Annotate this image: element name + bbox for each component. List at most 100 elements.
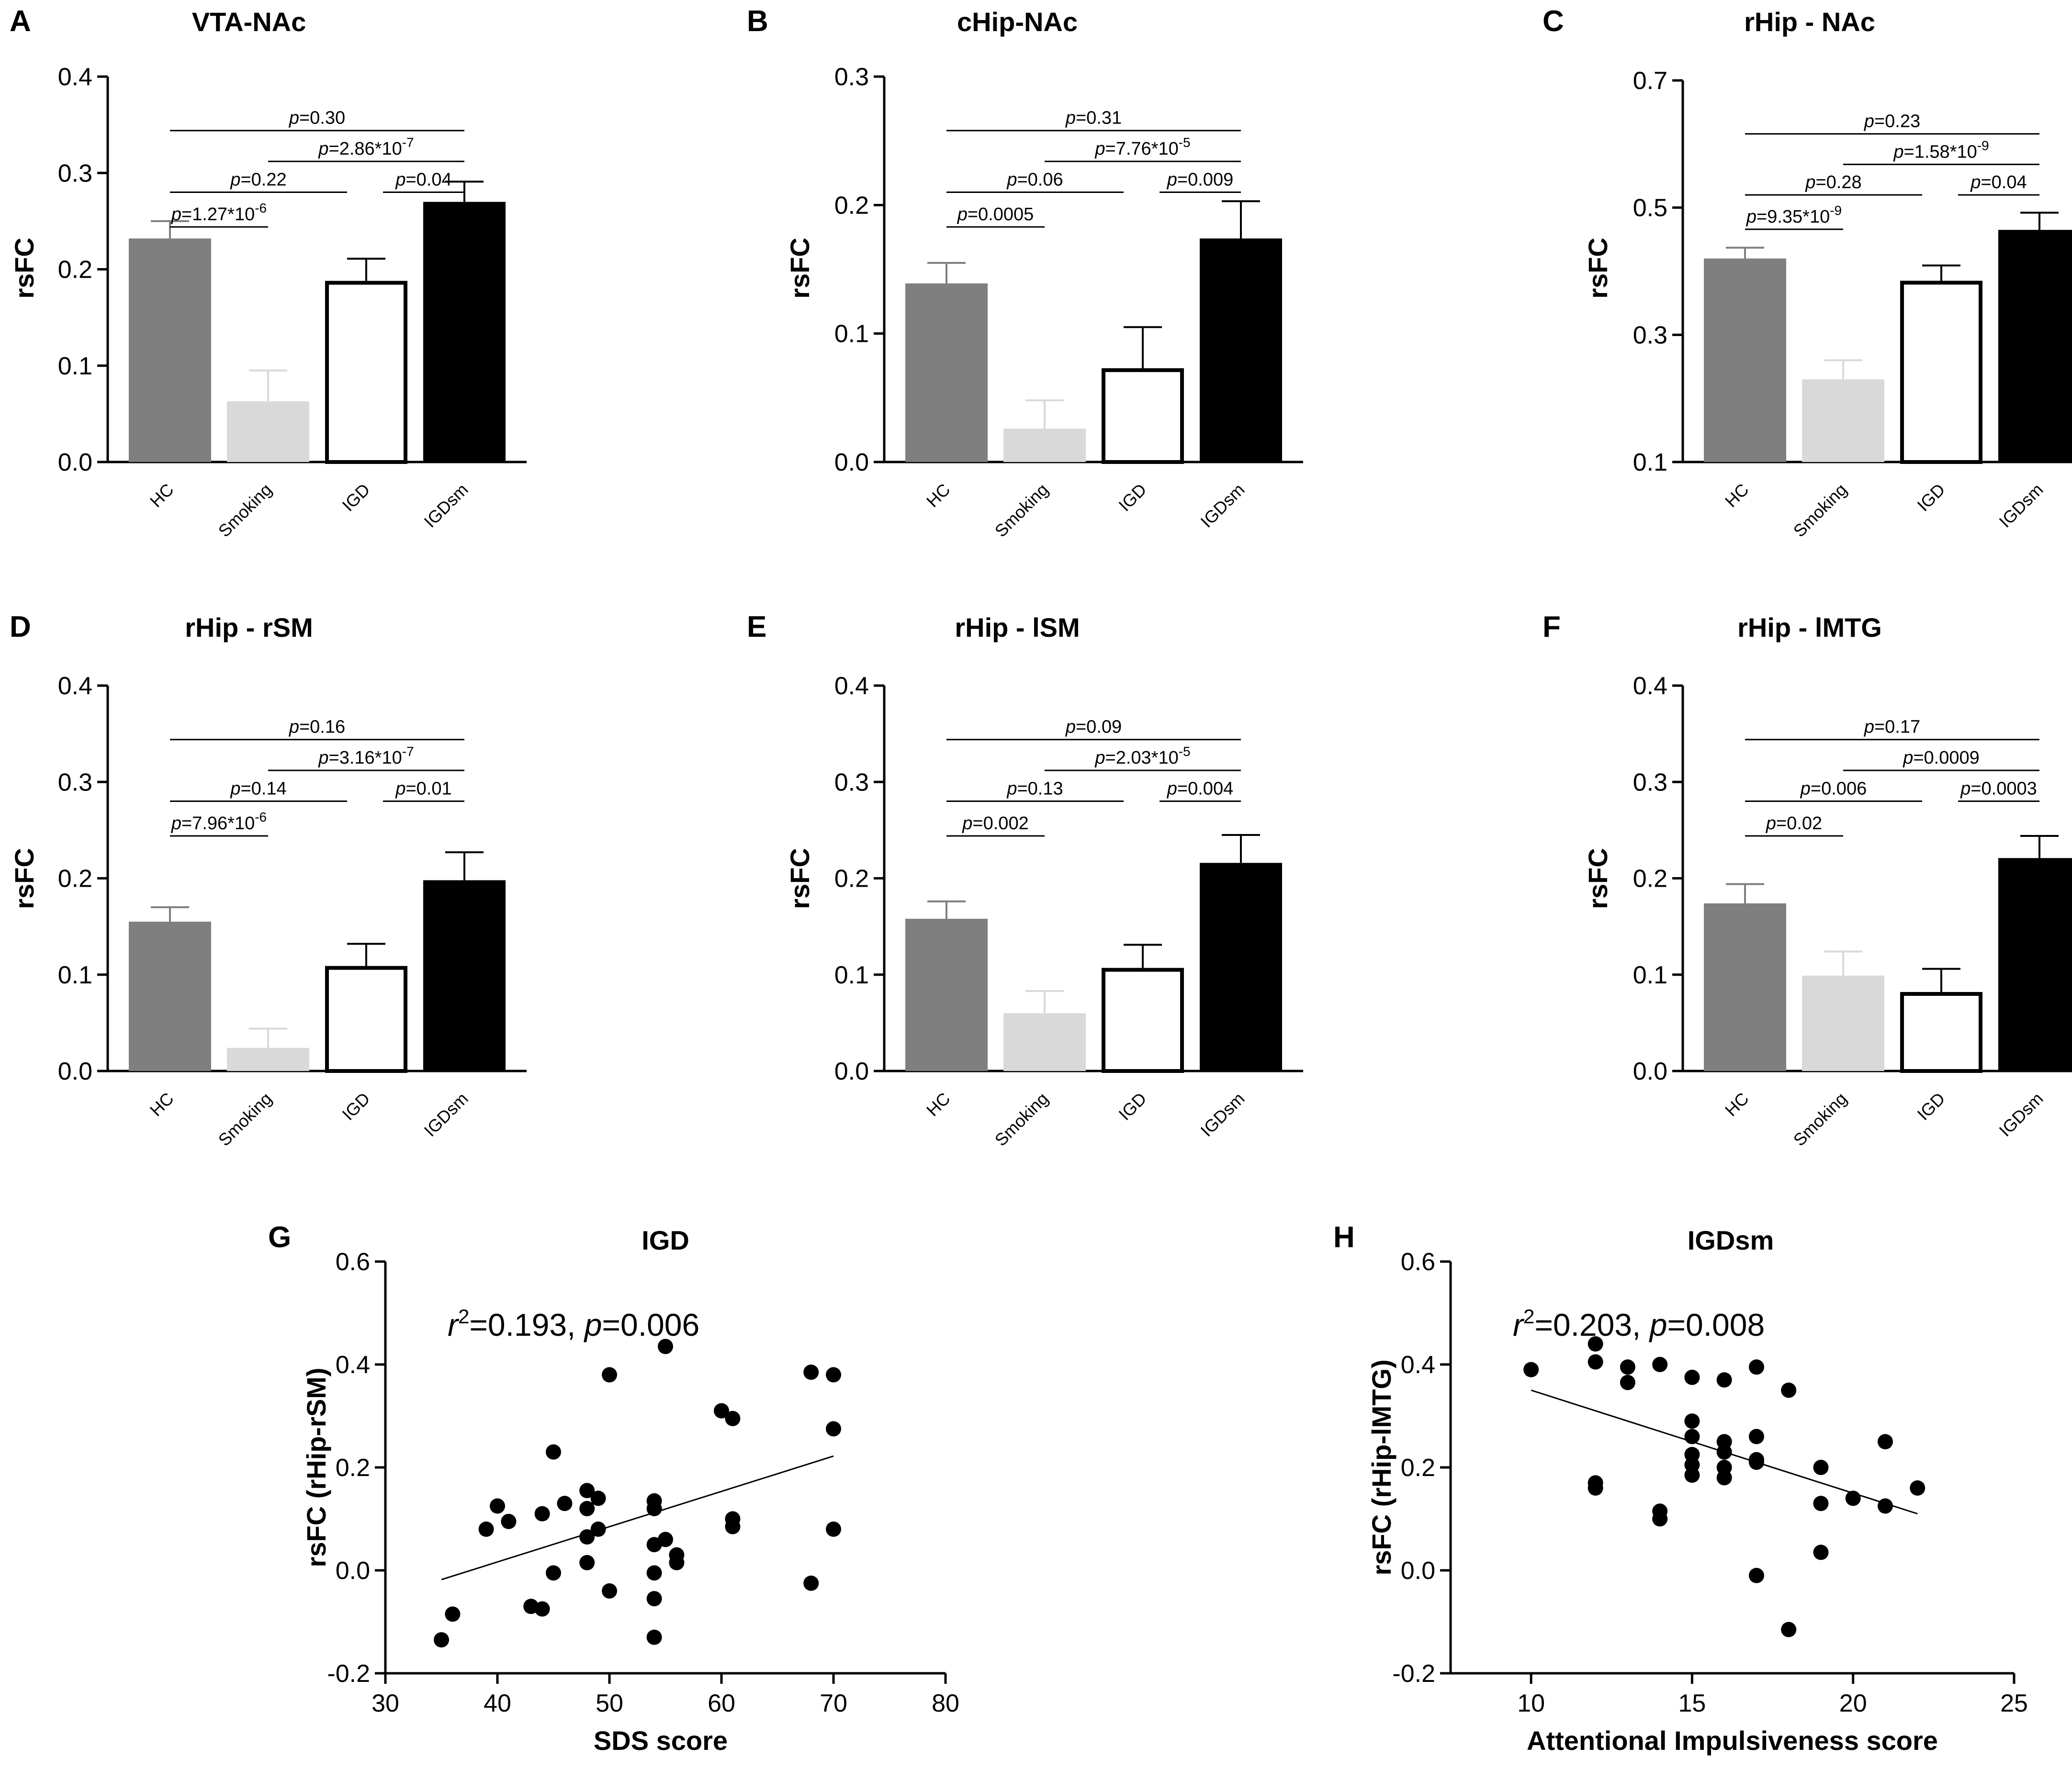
p-value-label: p=3.16*10-7 bbox=[318, 744, 414, 768]
data-point bbox=[602, 1583, 617, 1599]
p-value: =0.16 bbox=[299, 717, 345, 737]
data-point bbox=[1813, 1496, 1829, 1511]
category-label: IGDsm bbox=[1196, 480, 1248, 531]
data-point bbox=[1716, 1444, 1732, 1460]
panel-title: cHip-NAc bbox=[957, 7, 1078, 37]
y-tick-label: 0.6 bbox=[1401, 1248, 1435, 1276]
p-exponent: -5 bbox=[1179, 135, 1191, 150]
p-symbol: p bbox=[1903, 748, 1913, 768]
y-tick-label: -0.2 bbox=[327, 1660, 370, 1688]
data-point bbox=[546, 1444, 561, 1460]
p-symbol: p bbox=[1649, 1307, 1667, 1342]
category-label: Smoking bbox=[1790, 1089, 1851, 1150]
y-axis-label: rsFC bbox=[785, 237, 815, 299]
data-point bbox=[1910, 1480, 1926, 1496]
data-point bbox=[590, 1490, 606, 1506]
y-tick-label: 0.0 bbox=[1401, 1557, 1435, 1585]
data-point bbox=[1845, 1490, 1861, 1506]
p-value-label: p=0.09 bbox=[1065, 717, 1122, 737]
y-tick-label: 0.4 bbox=[1401, 1351, 1435, 1379]
p-symbol: p bbox=[1864, 112, 1874, 132]
bar-hc bbox=[1704, 903, 1786, 1071]
y-tick-label: 0.6 bbox=[336, 1248, 370, 1276]
p-value-label: p=2.03*10-5 bbox=[1094, 744, 1190, 768]
y-axis-label: rsFC bbox=[9, 237, 39, 299]
r-value: =0.193, bbox=[469, 1307, 584, 1342]
data-point bbox=[646, 1591, 662, 1607]
x-tick-label: 30 bbox=[372, 1690, 399, 1717]
x-tick-label: 25 bbox=[2000, 1690, 2028, 1717]
p-value-label: p=0.16 bbox=[289, 717, 345, 737]
data-point bbox=[1813, 1460, 1829, 1475]
p-value-label: p=0.13 bbox=[1006, 779, 1063, 799]
bar-panel-a: A VTA-NAc rsFC 0.0 0.1 0.2 0.3 0.4 HC Smoking IGD I… bbox=[9, 5, 527, 541]
category-label: IGD bbox=[338, 480, 373, 515]
y-tick-label: 0.3 bbox=[1633, 321, 1667, 349]
y-axis-label: rsFC bbox=[1583, 237, 1613, 299]
bar-igd bbox=[325, 281, 407, 464]
p-value-label: p=7.96*10-6 bbox=[171, 810, 267, 834]
y-tick-label: 0.1 bbox=[834, 961, 869, 989]
data-point bbox=[1523, 1362, 1539, 1377]
p-exponent: -7 bbox=[402, 744, 414, 759]
p-value-label: p=0.22 bbox=[230, 170, 286, 190]
p-symbol: p bbox=[1746, 207, 1757, 227]
p-value: =0.30 bbox=[299, 108, 345, 128]
p-value: =7.76*10 bbox=[1105, 139, 1179, 159]
p-value-label: p=0.28 bbox=[1805, 172, 1861, 192]
p-value: =0.02 bbox=[1776, 813, 1822, 834]
p-symbol: p bbox=[1167, 779, 1177, 799]
data-point bbox=[658, 1339, 673, 1354]
data-point bbox=[803, 1364, 819, 1380]
p-symbol: p bbox=[289, 717, 299, 737]
data-point bbox=[1620, 1359, 1635, 1375]
y-axis-label: rsFC (rHip-rSM) bbox=[301, 1368, 331, 1567]
panel-title: IGDsm bbox=[1688, 1225, 1774, 1255]
y-tick-label: 0.2 bbox=[834, 865, 869, 893]
p-exponent: -5 bbox=[1179, 744, 1191, 759]
category-label: IGD bbox=[1913, 1089, 1948, 1124]
p-symbol: p bbox=[230, 170, 240, 190]
p-value-label: p=1.58*10-9 bbox=[1893, 138, 1989, 162]
data-point bbox=[714, 1403, 729, 1419]
p-symbol: p bbox=[395, 779, 405, 799]
p-value-label: p=0.002 bbox=[962, 813, 1028, 834]
data-point bbox=[1813, 1545, 1829, 1560]
panel-letter: B bbox=[747, 5, 768, 38]
stat-annotation: r2=0.203, p=0.008 bbox=[1513, 1305, 1765, 1342]
y-axis-label: rsFC bbox=[9, 848, 39, 909]
p-value: =0.06 bbox=[1017, 170, 1063, 190]
data-point bbox=[1588, 1480, 1603, 1496]
p-value: =1.58*10 bbox=[1904, 142, 1977, 162]
y-tick-label: 0.2 bbox=[58, 256, 92, 284]
p-symbol: p bbox=[1864, 717, 1874, 737]
x-tick-label: 15 bbox=[1678, 1690, 1706, 1717]
p-symbol: p bbox=[395, 170, 405, 190]
category-label: IGDsm bbox=[1196, 1089, 1248, 1140]
y-tick-label: 0.3 bbox=[834, 63, 869, 91]
category-label: IGDsm bbox=[420, 1089, 472, 1140]
category-label: IGD bbox=[1913, 480, 1948, 515]
p-value: =9.35*10 bbox=[1757, 207, 1830, 227]
bar-igdsm bbox=[1200, 863, 1282, 1071]
p-value-label: p=0.30 bbox=[289, 108, 345, 128]
data-point bbox=[434, 1632, 449, 1648]
p-value: =0.0009 bbox=[1913, 748, 1979, 768]
category-label: HC bbox=[1721, 480, 1753, 511]
p-symbol: p bbox=[1167, 170, 1177, 190]
stat-annotation: r2=0.193, p=0.006 bbox=[448, 1305, 699, 1342]
category-label: Smoking bbox=[214, 480, 276, 541]
category-label: IGDsm bbox=[1995, 1089, 2047, 1140]
panel-letter: D bbox=[10, 610, 31, 643]
data-point bbox=[1877, 1498, 1893, 1514]
category-label: IGDsm bbox=[1995, 480, 2047, 531]
data-point bbox=[1748, 1359, 1764, 1375]
category-label: HC bbox=[146, 480, 178, 511]
p-value: =0.13 bbox=[1017, 779, 1063, 799]
p-symbol: p bbox=[289, 108, 299, 128]
p-symbol: p bbox=[1094, 139, 1105, 159]
y-axis-label: rsFC bbox=[1583, 848, 1613, 909]
y-tick-label: 0.4 bbox=[834, 672, 869, 700]
bar-smoking bbox=[1802, 975, 1884, 1071]
